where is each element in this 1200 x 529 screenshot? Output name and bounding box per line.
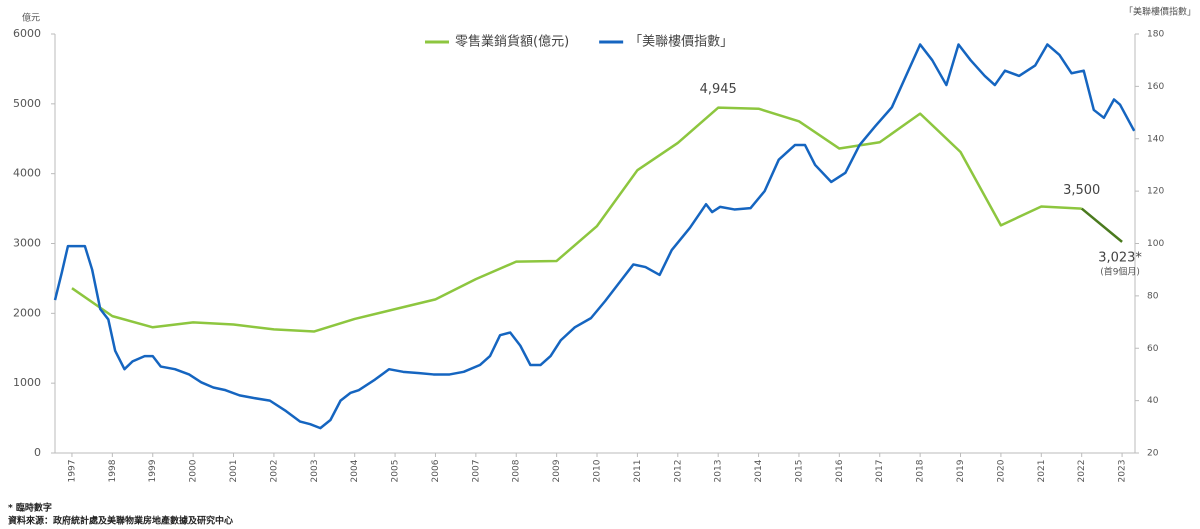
x-tick-label: 2022 [1077,460,1087,483]
y-tick-label: 6000 [13,27,41,40]
y-tick-label: 5000 [13,97,41,110]
x-tick-label: 2017 [875,460,885,483]
y-tick-label: 0 [34,446,41,459]
y2-tick-label: 180 [1147,30,1164,40]
x-tick-label: 2011 [633,460,643,483]
x-tick-label: 2021 [1037,460,1047,483]
y-tick-label: 2000 [13,306,41,319]
x-tick-label: 1997 [67,460,77,483]
x-tick-label: 2023 [1118,460,1128,483]
y2-axis-title: 「美聯樓價指數」 [1124,6,1196,18]
y-tick-label: 1000 [13,376,41,389]
legend-label: 「美聯樓價指數」 [629,35,733,50]
x-tick-label: 2006 [431,459,441,482]
x-tick-label: 2012 [673,460,683,483]
data-label: 3,500 [1063,183,1100,198]
x-tick-label: 2010 [593,459,603,482]
x-tick-label: 2019 [956,459,966,482]
x-tick-label: 2008 [512,459,522,482]
annotation: (首9個月) [1100,265,1140,277]
footnote: * 臨時數字 [8,502,52,514]
y-tick-label: 3000 [13,237,41,250]
x-tick-label: 2016 [835,459,845,482]
x-tick-label: 1998 [108,459,118,482]
y2-tick-label: 100 [1147,239,1164,249]
x-tick-label: 2004 [350,459,360,482]
x-tick-label: 2000 [189,459,199,482]
x-tick-label: 2020 [996,459,1006,482]
x-tick-label: 2013 [714,460,724,483]
series-line [53,43,1136,430]
x-tick-label: 2014 [754,459,764,482]
y2-tick-label: 140 [1147,134,1164,144]
x-tick-label: 2005 [391,460,401,483]
series-line [1080,207,1123,243]
x-tick-label: 1999 [148,459,158,482]
data-label: 4,945 [700,82,737,97]
y-tick-label: 4000 [13,167,41,180]
y2-tick-label: 60 [1147,344,1159,354]
y2-tick-label: 120 [1147,187,1164,197]
x-tick-label: 2001 [229,460,239,483]
x-tick-label: 2002 [269,460,279,483]
y2-tick-label: 160 [1147,82,1164,92]
data-label: 3,023* [1098,250,1142,265]
series-line [71,106,1082,333]
y-axis-title: 億元 [22,12,40,24]
footnote: 資料來源：政府統計處及美聯物業房地產數據及研究中心 [8,515,233,527]
x-tick-label: 2018 [916,459,926,482]
x-tick-label: 2003 [310,460,320,483]
y2-tick-label: 40 [1147,396,1159,406]
y2-tick-label: 80 [1147,291,1159,301]
legend-label: 零售業銷貨額(億元) [455,34,569,50]
x-tick-label: 2015 [794,460,804,483]
x-tick-label: 2007 [471,460,481,483]
x-tick-label: 2009 [552,459,562,482]
y2-tick-label: 20 [1147,449,1159,459]
